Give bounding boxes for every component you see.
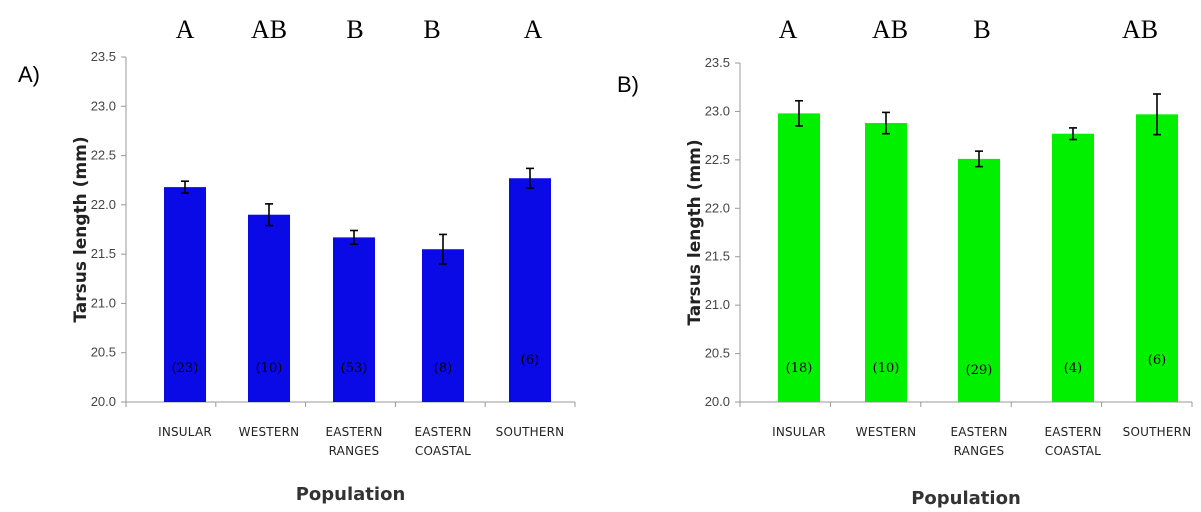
y-tick-label: 22.5 — [91, 148, 116, 163]
y-tick-label: 23.0 — [91, 98, 116, 113]
y-tick-label: 21.0 — [91, 295, 116, 310]
sample-size-label: (6) — [521, 353, 539, 368]
category-label: EASTERN — [1044, 425, 1101, 439]
significance-letter: AB — [1122, 15, 1158, 44]
sample-size-label: (10) — [873, 361, 900, 376]
significance-letter: A — [779, 15, 798, 44]
sample-size-label: (10) — [256, 361, 283, 376]
y-tick-label: 20.5 — [705, 346, 730, 361]
significance-letter: B — [423, 15, 440, 44]
bar-eastern-ranges — [333, 237, 375, 402]
sample-size-label: (6) — [1148, 353, 1166, 368]
category-label: EASTERN — [950, 425, 1007, 439]
significance-letter: B — [973, 15, 990, 44]
category-label: INSULAR — [772, 425, 826, 439]
sample-size-label: (23) — [172, 361, 199, 376]
bar-southern — [1136, 114, 1178, 402]
category-label: WESTERN — [239, 425, 300, 439]
bar-western — [248, 214, 290, 402]
y-axis-title: Tarsus length (mm) — [71, 136, 91, 322]
category-label: EASTERN — [414, 425, 471, 439]
bar-southern — [509, 178, 551, 402]
y-tick-label: 23.0 — [705, 103, 730, 118]
bar-western — [865, 123, 907, 403]
bar-insular — [164, 187, 206, 402]
chart-panel-b: B) 20.0 20.5 21.0 21.5 22.0 22.5 23.0 23.5 (18) IN… — [617, 15, 1193, 509]
chart-panel-a: A) 20.0 20.5 21.0 21.5 22.0 22.5 23.0 23.5 (23) IN… — [18, 15, 576, 505]
y-tick-label: 22.5 — [705, 152, 730, 167]
panel-label: B) — [617, 72, 639, 97]
category-label: RANGES — [954, 444, 1005, 458]
y-tick-label: 20.0 — [91, 394, 116, 409]
bar-eastern-coastal — [422, 249, 464, 402]
significance-letter: B — [346, 15, 363, 44]
x-axis-title: Population — [296, 484, 406, 505]
significance-letter: A — [176, 15, 195, 44]
sample-size-label: (8) — [434, 361, 452, 376]
y-tick-label: 22.0 — [91, 197, 116, 212]
sample-size-label: (18) — [786, 361, 813, 376]
category-label: INSULAR — [158, 425, 212, 439]
y-tick-label: 23.5 — [91, 49, 116, 64]
y-tick-label: 21.5 — [705, 249, 730, 264]
category-label: WESTERN — [856, 425, 917, 439]
y-tick-label: 22.0 — [705, 200, 730, 215]
category-label: SOUTHERN — [496, 425, 565, 439]
bar-eastern-ranges — [958, 158, 1000, 402]
significance-letter: AB — [251, 15, 287, 44]
bar-eastern-coastal — [1052, 133, 1094, 402]
panel-label: A) — [18, 62, 40, 87]
sample-size-label: (29) — [966, 363, 993, 378]
y-tick-label: 20.5 — [91, 345, 116, 360]
sample-size-label: (4) — [1064, 361, 1082, 376]
bar-insular — [778, 113, 820, 402]
category-label: EASTERN — [325, 425, 382, 439]
category-label: RANGES — [329, 444, 380, 458]
y-axis-title: Tarsus length (mm) — [685, 139, 705, 325]
category-label: SOUTHERN — [1123, 425, 1192, 439]
sample-size-label: (53) — [341, 361, 368, 376]
y-tick-label: 20.0 — [705, 394, 730, 409]
y-tick-label: 21.5 — [91, 246, 116, 261]
y-tick-label: 23.5 — [705, 55, 730, 70]
x-axis-title: Population — [911, 488, 1021, 509]
significance-letter: AB — [872, 15, 908, 44]
category-label: COASTAL — [1045, 444, 1101, 458]
y-tick-label: 21.0 — [705, 297, 730, 312]
category-label: COASTAL — [415, 444, 471, 458]
significance-letter: A — [524, 15, 543, 44]
